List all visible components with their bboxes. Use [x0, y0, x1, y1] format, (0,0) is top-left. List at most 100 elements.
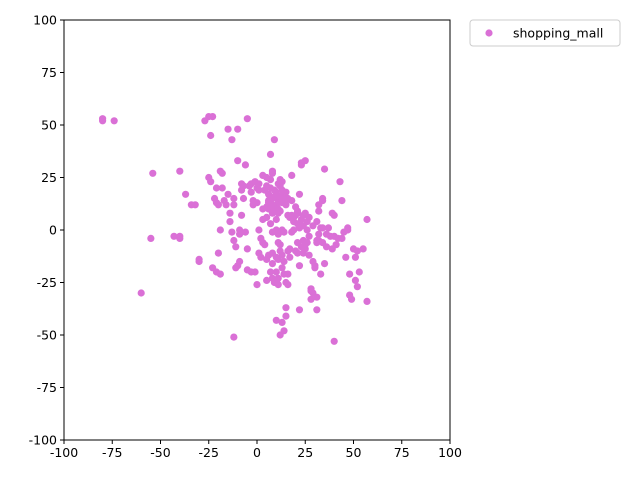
- scatter-point: [268, 169, 277, 177]
- scatter-point: [272, 316, 280, 324]
- scatter-point: [293, 207, 302, 215]
- scatter-point: [149, 169, 157, 177]
- scatter-point: [243, 245, 251, 253]
- scatter-point: [320, 260, 329, 268]
- x-tick-label: 25: [297, 445, 313, 460]
- scatter-point: [239, 182, 248, 190]
- scatter-point: [147, 234, 155, 242]
- scatter-point: [228, 228, 236, 236]
- scatter-point: [284, 281, 292, 289]
- scatter-point: [266, 220, 275, 228]
- scatter-point: [261, 241, 269, 249]
- scatter-point: [282, 201, 290, 209]
- scatter-point: [232, 243, 240, 251]
- scatter-point: [237, 211, 246, 219]
- scatter-point: [330, 337, 338, 345]
- scatter-point: [230, 201, 238, 209]
- scatter-point: [224, 190, 232, 198]
- scatter-point: [336, 178, 344, 186]
- scatter-point: [195, 257, 203, 266]
- y-tick-label: 50: [41, 118, 57, 133]
- scatter-point: [274, 281, 282, 289]
- scatter-point: [255, 226, 263, 234]
- scatter-point: [255, 186, 263, 194]
- scatter-point: [363, 215, 371, 224]
- scatter-point: [290, 226, 298, 234]
- x-tick-label: 75: [394, 445, 410, 460]
- scatter-point: [353, 283, 361, 291]
- scatter-point: [320, 165, 329, 173]
- scatter-point: [278, 318, 286, 326]
- scatter-point: [266, 268, 275, 276]
- scatter-point: [286, 253, 294, 261]
- x-tick-label: 100: [438, 445, 462, 460]
- scatter-point: [216, 226, 224, 234]
- scatter-point: [311, 264, 319, 272]
- y-tick-label: 0: [49, 223, 57, 238]
- y-tick-label: 75: [41, 65, 57, 80]
- scatter-point: [181, 190, 190, 198]
- scatter-point: [236, 257, 244, 266]
- y-tick-label: 100: [33, 13, 57, 28]
- scatter-point: [214, 201, 222, 209]
- scatter-point: [305, 213, 313, 221]
- scatter-point: [332, 241, 340, 249]
- scatter-point: [270, 136, 278, 144]
- scatter-point: [216, 270, 224, 278]
- scatter-point: [315, 230, 323, 238]
- scatter-point: [301, 157, 309, 165]
- scatter-point: [253, 281, 261, 289]
- scatter-point: [241, 161, 250, 169]
- scatter-point: [209, 113, 217, 121]
- scatter-point: [230, 333, 238, 341]
- scatter-point: [226, 218, 234, 226]
- scatter-point: [342, 253, 350, 261]
- scatter-point: [303, 239, 311, 247]
- scatter-point: [234, 125, 242, 133]
- scatter-point: [338, 234, 346, 242]
- scatter-point: [324, 224, 333, 232]
- scatter-point: [272, 268, 280, 276]
- scatter-point: [218, 169, 226, 177]
- x-tick-label: -50: [150, 445, 170, 460]
- scatter-point: [228, 136, 236, 144]
- scatter-point: [280, 228, 288, 236]
- y-tick-label: -25: [37, 275, 57, 290]
- scatter-point: [276, 207, 284, 215]
- scatter-point: [353, 247, 361, 255]
- scatter-point: [319, 224, 327, 232]
- scatter-point: [263, 213, 271, 221]
- scatter-point: [218, 184, 226, 192]
- legend-marker: [485, 29, 493, 37]
- scatter-point: [280, 327, 288, 335]
- scatter-point: [236, 226, 244, 234]
- scatter-point: [234, 157, 242, 165]
- scatter-point: [176, 232, 184, 240]
- scatter-point: [282, 304, 290, 312]
- x-axis-ticks: -100 -75 -50 -25 0 25 50 75 100: [50, 440, 462, 460]
- scatter-point: [266, 150, 275, 158]
- scatter-point: [313, 218, 321, 226]
- scatter-point: [301, 245, 309, 253]
- scatter-point: [276, 241, 284, 249]
- scatter-point: [319, 194, 327, 203]
- scatter-point: [230, 236, 238, 245]
- scatter-point: [257, 253, 265, 261]
- scatter-point: [191, 201, 199, 209]
- scatter-point: [363, 297, 371, 305]
- scatter-point: [315, 207, 323, 215]
- scatter-point: [313, 293, 321, 301]
- scatter-point: [317, 270, 325, 278]
- scatter-point: [272, 215, 280, 224]
- scatter-point: [230, 194, 238, 203]
- scatter-point: [284, 270, 292, 278]
- scatter-point: [305, 232, 313, 240]
- scatter-point: [212, 184, 221, 192]
- scatter-point: [247, 188, 255, 196]
- scatter-point: [243, 115, 251, 123]
- scatter-point: [278, 251, 286, 259]
- scatter-point: [282, 312, 290, 320]
- scatter-point: [268, 260, 277, 268]
- scatter-point: [293, 249, 302, 257]
